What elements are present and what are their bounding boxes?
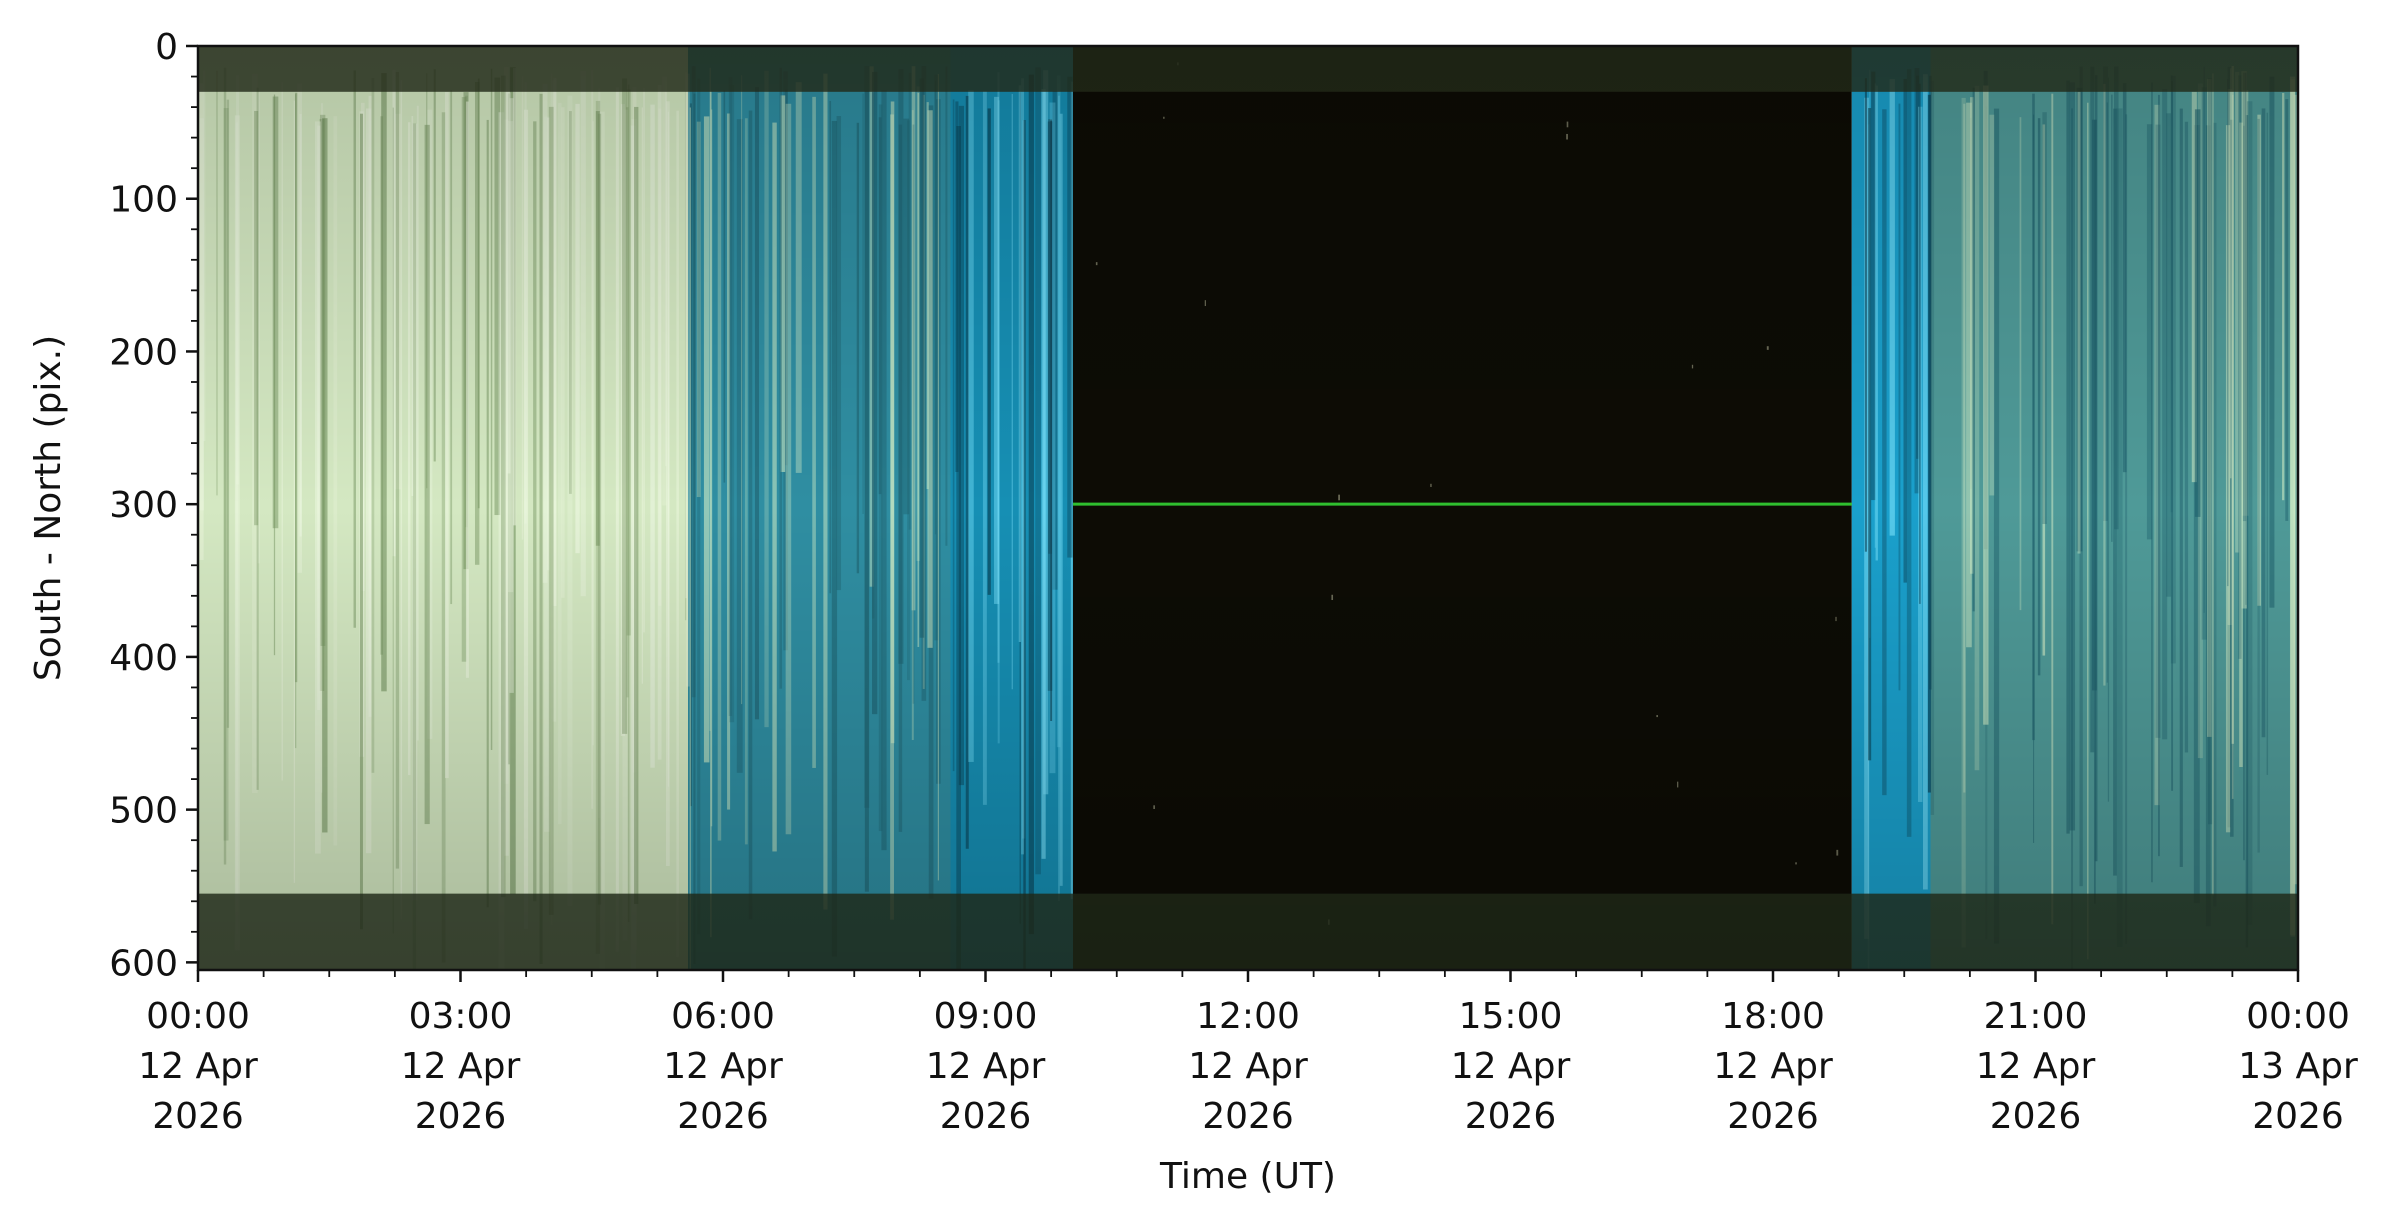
- y-tick-label: 200: [109, 332, 178, 373]
- x-tick-label: 00:00 12 Apr 2026: [138, 996, 258, 1137]
- y-axis-title: South - North (pix.): [28, 335, 69, 681]
- x-tick-label: 03:00 12 Apr 2026: [401, 996, 521, 1137]
- x-axis: 00:00 12 Apr 2026 03:00 12 Apr 2026 06:00 12 Ap…: [138, 970, 2358, 1137]
- x-axis-title: Time (UT): [1159, 1156, 1336, 1197]
- x-tick-label: 21:00 12 Apr 2026: [1976, 996, 2096, 1137]
- x-tick-label: 12:00 12 Apr 2026: [1188, 996, 1308, 1137]
- y-tick-label: 100: [109, 180, 178, 221]
- y-axis: 0 100 200 300 400 500 600: [109, 27, 198, 984]
- y-tick-label: 0: [155, 27, 178, 68]
- x-tick-label: 15:00 12 Apr 2026: [1451, 996, 1571, 1137]
- y-tick-label: 300: [109, 485, 178, 526]
- y-tick-label: 400: [109, 638, 178, 679]
- x-tick-label: 06:00 12 Apr 2026: [663, 996, 783, 1137]
- x-tick-label: 09:00 12 Apr 2026: [926, 996, 1046, 1137]
- x-tick-label: 00:00 13 Apr 2026: [2238, 996, 2358, 1137]
- y-tick-label: 600: [109, 943, 178, 984]
- y-tick-label: 500: [109, 791, 178, 832]
- keogram-image: [198, 46, 2298, 970]
- x-tick-label: 18:00 12 Apr 2026: [1713, 996, 1833, 1137]
